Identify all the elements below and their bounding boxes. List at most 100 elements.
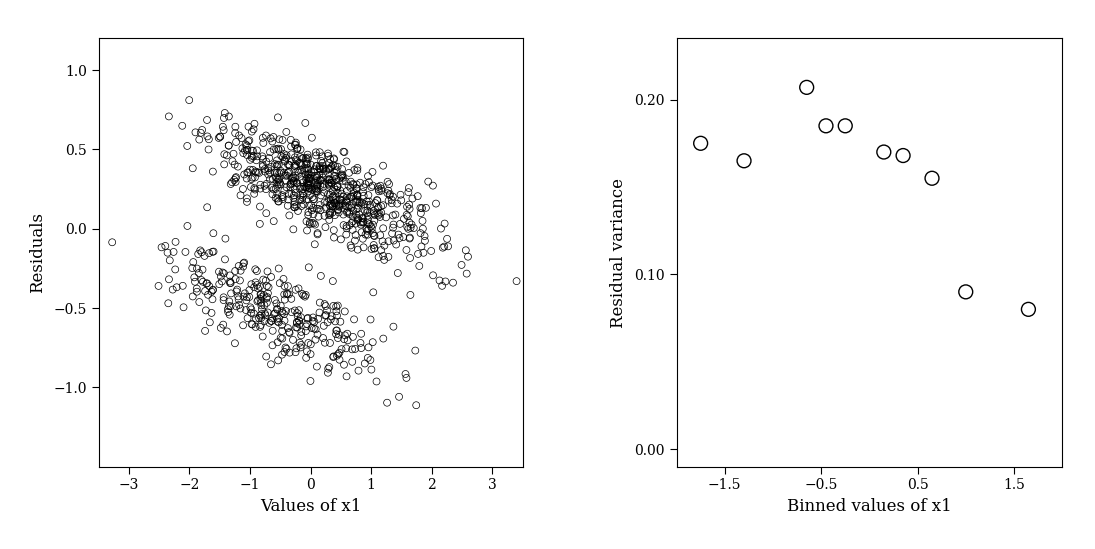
- Point: [204, 286, 221, 295]
- Point: [255, 138, 273, 147]
- Point: [337, 230, 355, 239]
- Point: [401, 233, 418, 242]
- Point: [277, 127, 295, 136]
- Point: [390, 230, 407, 239]
- Point: [692, 139, 710, 148]
- Point: [359, 354, 377, 362]
- Point: [251, 311, 268, 320]
- Point: [331, 195, 348, 204]
- Point: [288, 157, 306, 166]
- Point: [323, 199, 341, 208]
- Point: [361, 356, 379, 365]
- Point: [306, 219, 323, 228]
- Point: [261, 318, 278, 327]
- Point: [299, 314, 316, 323]
- Point: [416, 232, 434, 240]
- Point: [274, 334, 291, 343]
- Point: [220, 141, 238, 150]
- Point: [370, 185, 388, 194]
- Point: [348, 164, 366, 172]
- Point: [304, 313, 322, 322]
- Point: [314, 173, 332, 182]
- Point: [328, 163, 346, 171]
- Point: [164, 285, 182, 294]
- Point: [302, 168, 320, 177]
- Point: [297, 170, 314, 179]
- Point: [417, 204, 435, 212]
- Point: [412, 204, 429, 212]
- Point: [264, 326, 281, 335]
- Point: [318, 166, 335, 175]
- Point: [379, 399, 396, 407]
- Point: [311, 148, 328, 156]
- Point: [307, 325, 324, 334]
- Point: [326, 199, 344, 208]
- Point: [188, 284, 206, 293]
- Point: [351, 339, 369, 348]
- Point: [243, 152, 261, 160]
- Point: [277, 171, 295, 180]
- Point: [287, 171, 304, 180]
- Point: [189, 250, 207, 259]
- Point: [308, 187, 325, 195]
- Point: [320, 179, 337, 188]
- Point: [376, 255, 393, 264]
- Point: [227, 122, 244, 131]
- Point: [309, 172, 326, 181]
- Point: [215, 126, 232, 135]
- Point: [453, 261, 471, 270]
- Point: [310, 171, 327, 180]
- Point: [311, 176, 328, 184]
- Point: [374, 201, 392, 210]
- Point: [327, 201, 345, 210]
- Point: [326, 317, 344, 326]
- Point: [160, 112, 177, 121]
- Point: [344, 345, 361, 354]
- Point: [273, 168, 290, 177]
- Point: [198, 279, 216, 288]
- Point: [238, 293, 255, 301]
- Point: [258, 299, 276, 307]
- Point: [198, 116, 216, 125]
- Point: [351, 218, 369, 227]
- Point: [247, 156, 265, 165]
- Point: [153, 243, 171, 252]
- Point: [400, 183, 417, 192]
- Point: [291, 191, 309, 200]
- Point: [416, 237, 434, 245]
- Point: [321, 191, 338, 199]
- Point: [287, 140, 304, 149]
- Point: [342, 241, 359, 250]
- Point: [311, 201, 328, 210]
- Point: [307, 335, 324, 344]
- Point: [239, 198, 256, 206]
- Point: [291, 182, 309, 191]
- Point: [302, 377, 320, 385]
- Point: [307, 220, 324, 229]
- Point: [263, 317, 280, 326]
- Point: [325, 199, 343, 208]
- Point: [223, 157, 241, 166]
- Point: [295, 192, 312, 200]
- Point: [300, 211, 318, 220]
- Point: [419, 177, 437, 186]
- Point: [354, 214, 371, 222]
- Point: [297, 290, 314, 299]
- Point: [295, 291, 312, 300]
- Point: [160, 275, 177, 284]
- Point: [380, 196, 397, 205]
- Point: [331, 355, 348, 364]
- Point: [278, 289, 296, 298]
- Point: [278, 151, 296, 160]
- Point: [194, 126, 211, 135]
- Point: [240, 168, 257, 177]
- Point: [307, 185, 324, 194]
- Point: [272, 301, 289, 310]
- Point: [231, 276, 249, 285]
- Point: [508, 277, 526, 285]
- Point: [328, 326, 346, 335]
- Point: [249, 152, 266, 161]
- Point: [349, 245, 367, 254]
- Point: [241, 136, 258, 145]
- Point: [281, 180, 299, 188]
